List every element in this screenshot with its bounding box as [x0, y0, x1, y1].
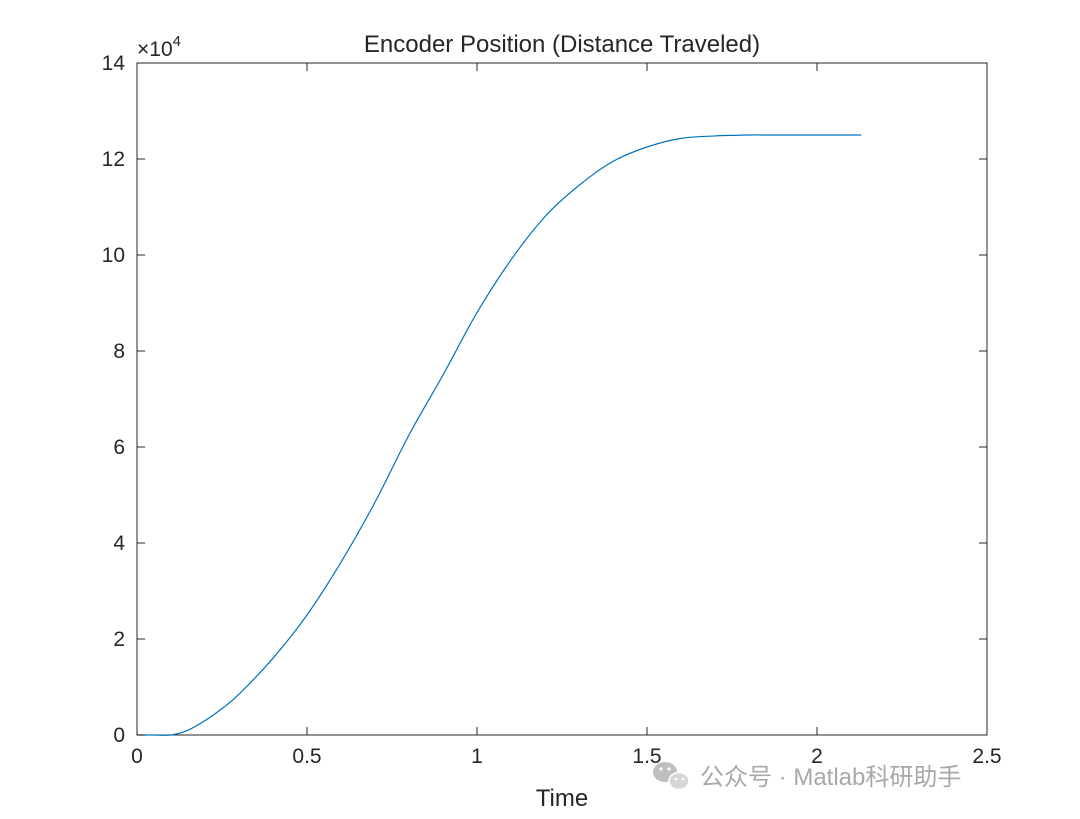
y-tick-label: 12: [102, 148, 125, 171]
y-tick-label: 0: [113, 724, 125, 747]
chart-title: Encoder Position (Distance Traveled): [364, 31, 760, 58]
plot-area: [136, 62, 988, 736]
x-tick-label: 2: [811, 745, 823, 768]
y-tick-label: 14: [102, 52, 126, 75]
watermark-text: 公众号 · Matlab科研助手: [700, 764, 961, 791]
y-tick-label: 4: [113, 532, 125, 555]
x-tick-label: 1.5: [632, 745, 661, 768]
x-tick-label: 2.5: [972, 745, 1001, 768]
y-axis-exponent: ×104: [137, 33, 181, 61]
y-tick-label: 8: [113, 340, 125, 363]
x-tick-label: 0.5: [292, 745, 321, 768]
x-axis-ticks: 0 0.5 1 1.5 2 2.5: [131, 63, 1002, 768]
y-axis-exponent-base: ×10: [137, 38, 173, 61]
watermark: 公众号 · Matlab科研助手: [653, 762, 961, 791]
y-axis-ticks: 0 2 4 6 8 10 12 14: [102, 52, 987, 747]
series-line: [137, 134, 862, 736]
y-tick-label: 2: [113, 628, 125, 651]
y-tick-label: 6: [113, 436, 125, 459]
axes-box: [136, 62, 988, 736]
x-tick-label: 1: [471, 745, 483, 768]
x-axis-label: Time: [536, 785, 588, 812]
y-axis-exponent-power: 4: [173, 33, 181, 50]
wechat-icon: [653, 762, 690, 791]
y-tick-label: 10: [102, 244, 125, 267]
x-tick-label: 0: [131, 745, 143, 768]
series-layer: [137, 134, 862, 736]
